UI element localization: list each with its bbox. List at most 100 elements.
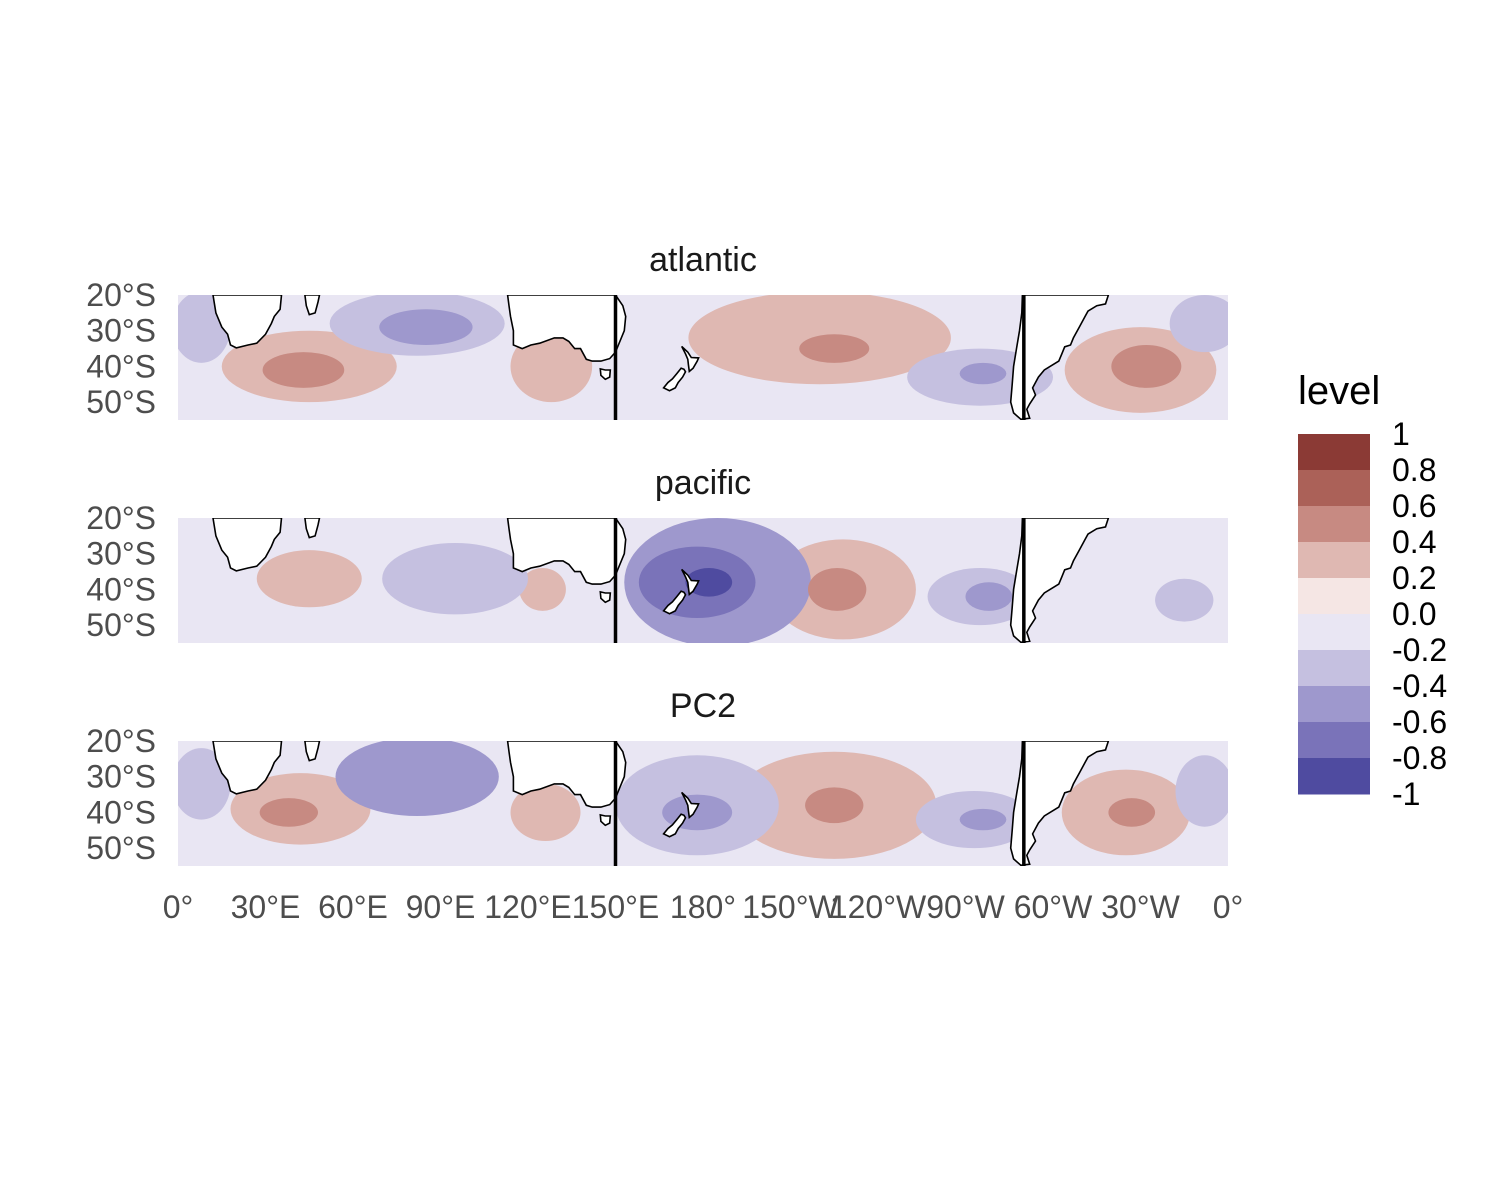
legend-label: -0.8 — [1392, 740, 1447, 776]
y-tick-label: 20°S — [86, 277, 156, 313]
y-tick-label: 50°S — [86, 384, 156, 420]
landmass-southAmerica — [1009, 741, 1110, 866]
contour-region — [965, 582, 1013, 611]
contour-region — [805, 787, 864, 824]
x-tick-label: 0° — [1213, 889, 1244, 925]
landmass-africa — [212, 518, 283, 572]
contour-region — [1155, 578, 1214, 622]
legend: level 10.80.60.40.20.0-0.2-0.4-0.6-0.8-1 — [1298, 369, 1447, 812]
landmass-nzNorth — [680, 568, 700, 596]
legend-label: 0.2 — [1392, 560, 1436, 596]
landmass-australia — [506, 295, 627, 362]
legend-swatch — [1298, 578, 1370, 615]
contour-region — [382, 543, 528, 615]
contour-region — [519, 568, 566, 611]
landmass-africa — [212, 295, 283, 349]
landmass-southAmerica — [1009, 295, 1110, 420]
map-panel-pacific: pacific 20°S30°S40°S50°S — [86, 464, 1228, 643]
legend-swatch — [1298, 614, 1370, 651]
contour-region — [685, 568, 733, 597]
x-tick-label: 60°W — [1014, 889, 1093, 925]
legend-label: -1 — [1392, 776, 1420, 812]
contour-region — [510, 330, 593, 403]
contour-region — [379, 309, 473, 345]
y-tick-label: 40°S — [86, 794, 156, 830]
panel-title: pacific — [655, 464, 751, 502]
landmass-nzNorth — [680, 345, 700, 373]
legend-swatch — [1298, 650, 1370, 687]
contour-region — [1175, 755, 1228, 827]
y-tick-label: 50°S — [86, 830, 156, 866]
contour-region — [510, 783, 581, 842]
landmass-madagascar — [304, 295, 321, 316]
y-tick-label: 40°S — [86, 571, 156, 607]
legend-swatch — [1298, 434, 1370, 471]
landmass-nzNorth — [680, 791, 700, 819]
x-tick-label: 150°W — [742, 889, 839, 925]
landmass-australia — [506, 518, 627, 585]
y-tick-label: 40°S — [86, 348, 156, 384]
y-tick-label: 30°S — [86, 759, 156, 795]
y-tick-label: 20°S — [86, 500, 156, 536]
x-tick-label: 120°E — [484, 889, 572, 925]
contour-region — [335, 741, 499, 816]
legend-swatch — [1298, 758, 1370, 795]
landmass-tasmania — [599, 590, 612, 604]
contour-field — [178, 741, 1228, 866]
contour-region — [959, 362, 1007, 385]
x-tick-label: 0° — [163, 889, 194, 925]
coastlines — [212, 295, 1110, 420]
legend-label: 0.4 — [1392, 524, 1436, 560]
y-tick-label: 20°S — [86, 723, 156, 759]
coastlines — [212, 518, 1110, 643]
x-tick-label: 120°W — [830, 889, 927, 925]
x-tick-label: 30°E — [231, 889, 301, 925]
y-tick-label: 30°S — [86, 536, 156, 572]
y-tick-label: 50°S — [86, 607, 156, 643]
map-panel-atlantic: atlantic 20°S30°S40°S50°S — [86, 241, 1228, 420]
x-tick-label: 90°E — [406, 889, 476, 925]
legend-label: 0.8 — [1392, 452, 1436, 488]
legend-swatch — [1298, 542, 1370, 579]
contour-region — [259, 798, 319, 827]
x-tick-label: 150°E — [572, 889, 660, 925]
landmass-africa — [212, 741, 283, 795]
landmass-tasmania — [599, 813, 612, 827]
x-tick-label: 30°W — [1101, 889, 1180, 925]
landmass-nzSouth — [662, 813, 687, 838]
legend-label: -0.6 — [1392, 704, 1447, 740]
legend-swatch — [1298, 722, 1370, 759]
contour-region — [959, 808, 1007, 831]
x-tick-label: 180° — [670, 889, 736, 925]
landmass-tasmania — [599, 367, 612, 381]
landmass-madagascar — [304, 741, 321, 762]
contour-region — [1108, 798, 1156, 827]
contour-region — [262, 352, 345, 388]
legend-label: -0.2 — [1392, 632, 1447, 668]
contour-region — [1111, 345, 1182, 388]
legend-label: 0.0 — [1392, 596, 1436, 632]
map-panel-pc2: PC2 20°S30°S40°S50°S — [86, 687, 1228, 866]
legend-label: -0.4 — [1392, 668, 1447, 704]
legend-label: 1 — [1392, 416, 1410, 452]
contour-field — [178, 295, 1228, 420]
map-panels: atlantic20°S30°S40°S50°Spacific20°S30°S4… — [86, 241, 1228, 866]
landmass-southAmerica — [1009, 518, 1110, 643]
contour-region — [178, 748, 231, 820]
landmass-australia — [506, 741, 627, 808]
legend-swatch — [1298, 470, 1370, 507]
legend-title: level — [1298, 369, 1380, 413]
legend-swatch — [1298, 686, 1370, 723]
contour-region — [799, 334, 870, 363]
panel-title: PC2 — [670, 687, 736, 725]
contour-region — [1169, 295, 1228, 353]
y-tick-label: 30°S — [86, 313, 156, 349]
landmass-madagascar — [304, 518, 321, 539]
legend-swatch — [1298, 506, 1370, 543]
contour-region — [256, 550, 362, 608]
landmass-nzSouth — [662, 590, 687, 615]
contour-field — [178, 518, 1228, 643]
panel-title: atlantic — [649, 241, 757, 279]
